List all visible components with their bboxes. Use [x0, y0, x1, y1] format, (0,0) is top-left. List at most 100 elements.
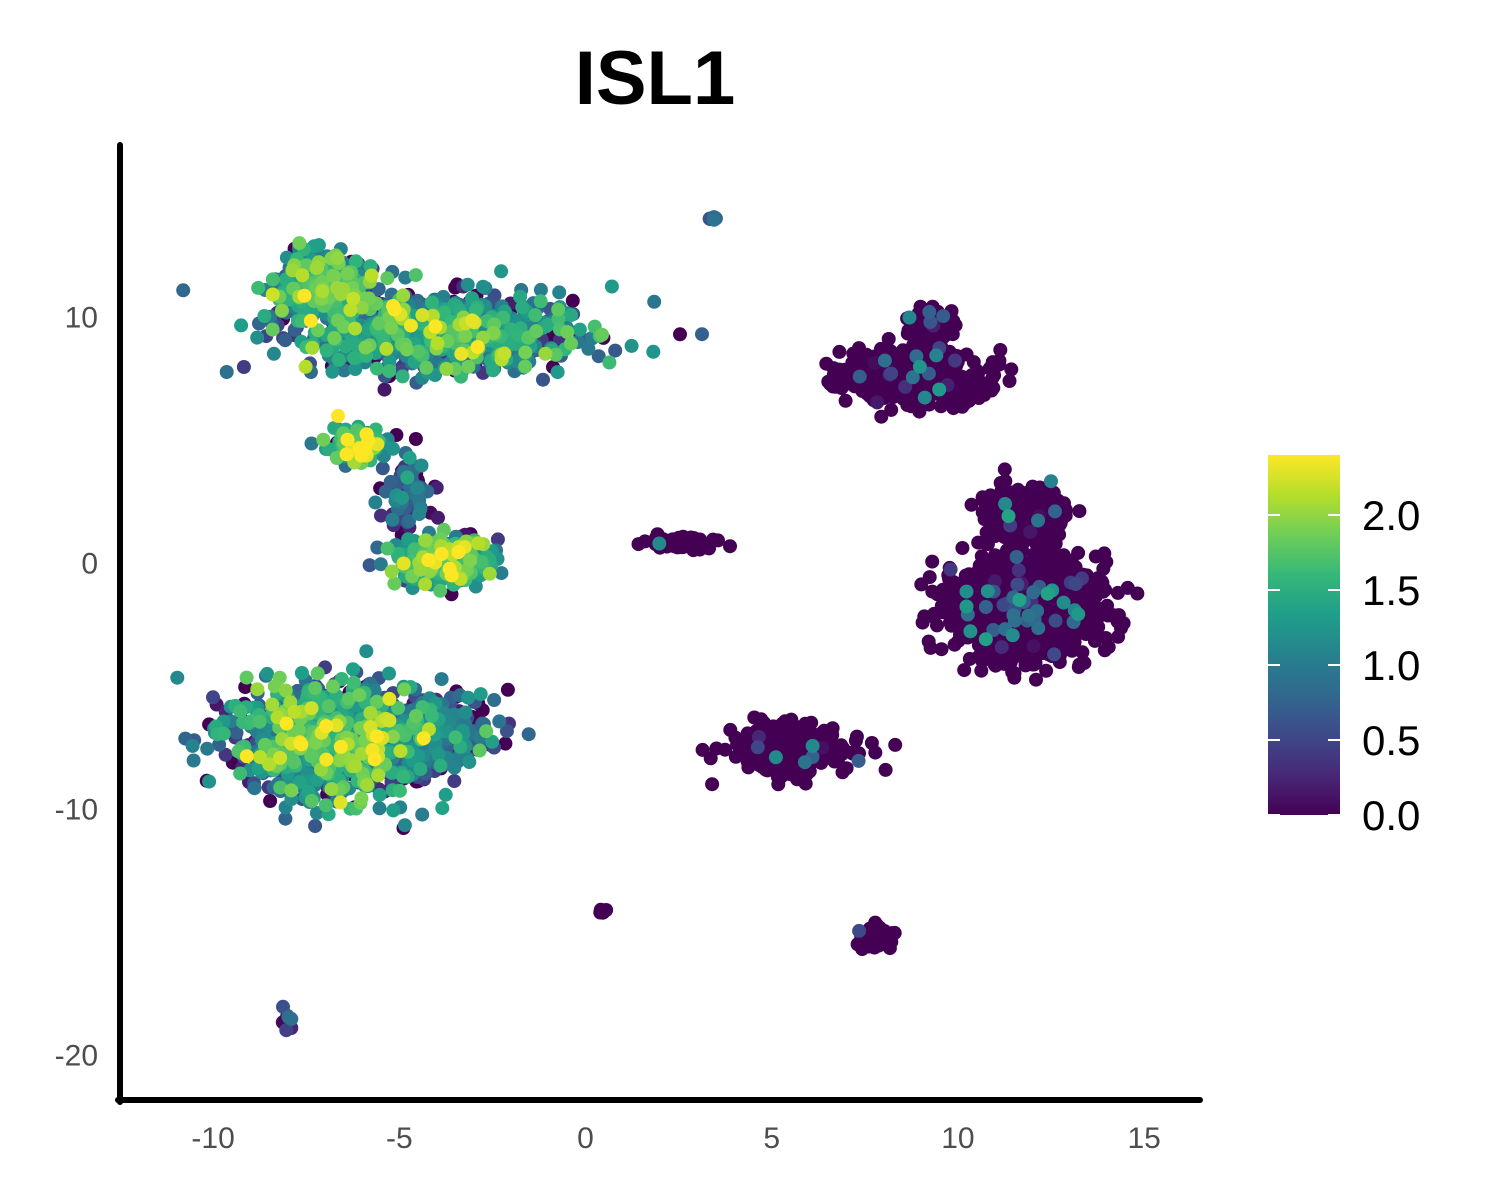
cell-point — [922, 304, 937, 319]
cell-point — [852, 369, 867, 384]
cell-point — [487, 693, 502, 707]
cell-point — [1097, 546, 1112, 561]
cell-point — [608, 343, 623, 358]
cell-point — [964, 497, 979, 512]
cell-point — [994, 640, 1009, 655]
cell-point — [878, 762, 893, 777]
cell-point — [447, 774, 462, 789]
cell-point — [1068, 577, 1083, 592]
cell-point — [946, 575, 961, 590]
cell-point — [373, 557, 388, 572]
cell-point — [1047, 647, 1062, 662]
cell-point — [1081, 609, 1096, 624]
cell-point — [370, 540, 385, 555]
cell-point — [1072, 589, 1087, 604]
cell-point — [888, 737, 903, 752]
cell-point — [1031, 513, 1045, 528]
cell-point — [922, 570, 937, 585]
cell-point — [797, 755, 812, 770]
cell-point — [278, 333, 293, 348]
cell-point — [957, 663, 972, 678]
cell-point — [1007, 666, 1022, 681]
cell-point — [832, 344, 847, 359]
cell-point — [947, 637, 962, 652]
cell-point — [851, 753, 866, 768]
cell-point — [1026, 585, 1041, 600]
cell-point — [964, 368, 979, 383]
cell-point — [186, 753, 201, 768]
cell-point — [1072, 504, 1087, 519]
cell-point — [385, 512, 400, 527]
cell-point — [1006, 608, 1021, 623]
cell-point — [884, 366, 899, 381]
cell-point — [374, 508, 388, 523]
cell-point — [925, 554, 940, 569]
cell-point — [705, 777, 720, 792]
cell-point — [1130, 586, 1145, 601]
cell-point — [794, 724, 809, 739]
cell-point — [870, 395, 885, 410]
cell-point — [747, 710, 762, 725]
cell-point — [372, 801, 387, 816]
cell-point — [955, 399, 970, 414]
cell-point — [974, 663, 989, 678]
cell-point — [1009, 550, 1024, 564]
cell-point — [402, 514, 416, 529]
cell-point — [308, 819, 323, 833]
cell-point — [974, 379, 989, 394]
cell-point — [943, 562, 958, 577]
cell-point — [849, 729, 864, 744]
cell-point — [692, 542, 707, 557]
cell-point — [498, 736, 513, 751]
cell-point — [1064, 553, 1079, 568]
cell-point — [375, 461, 390, 476]
cell-point — [1004, 362, 1019, 377]
cell-point — [284, 1011, 299, 1026]
cell-point — [977, 512, 992, 527]
cell-point — [923, 315, 938, 329]
cell-point — [838, 393, 853, 408]
cell-point — [886, 382, 901, 396]
cell-point — [862, 384, 876, 399]
cell-point — [1096, 584, 1111, 599]
cell-point — [1048, 613, 1063, 628]
cell-point — [218, 747, 233, 762]
cell-point — [1031, 493, 1046, 508]
cell-point — [565, 293, 580, 308]
cell-point — [740, 754, 755, 769]
cell-point — [219, 365, 234, 379]
cell-point — [997, 462, 1012, 477]
cell-point — [206, 690, 220, 705]
cell-point — [533, 282, 548, 297]
cell-point — [1111, 608, 1126, 623]
cell-point — [898, 379, 913, 394]
cell-point — [987, 574, 1002, 589]
cell-point — [1072, 657, 1087, 672]
cell-point — [200, 741, 215, 756]
cell-point — [1011, 563, 1026, 578]
cell-point — [1029, 536, 1044, 551]
cell-point — [591, 349, 606, 364]
cell-point — [936, 309, 951, 324]
cell-point — [864, 932, 879, 947]
cell-point — [1018, 656, 1033, 671]
cell-point — [695, 327, 709, 342]
cell-point — [415, 807, 430, 822]
cell-point — [337, 363, 352, 378]
cell-point — [408, 432, 423, 446]
cell-point — [1025, 479, 1040, 494]
cell-point — [1031, 621, 1046, 636]
cell-point — [279, 1023, 294, 1038]
cell-point — [992, 357, 1007, 372]
cell-point — [1010, 577, 1025, 592]
cell-point — [884, 402, 899, 417]
cell-point — [378, 484, 393, 499]
cell-point — [1100, 598, 1115, 613]
cell-point — [755, 760, 770, 775]
cell-point — [212, 737, 227, 752]
cell-point — [964, 386, 979, 401]
cell-point — [934, 642, 949, 657]
cell-point — [896, 355, 911, 370]
cell-point — [908, 328, 923, 343]
cell-point — [1098, 631, 1113, 645]
